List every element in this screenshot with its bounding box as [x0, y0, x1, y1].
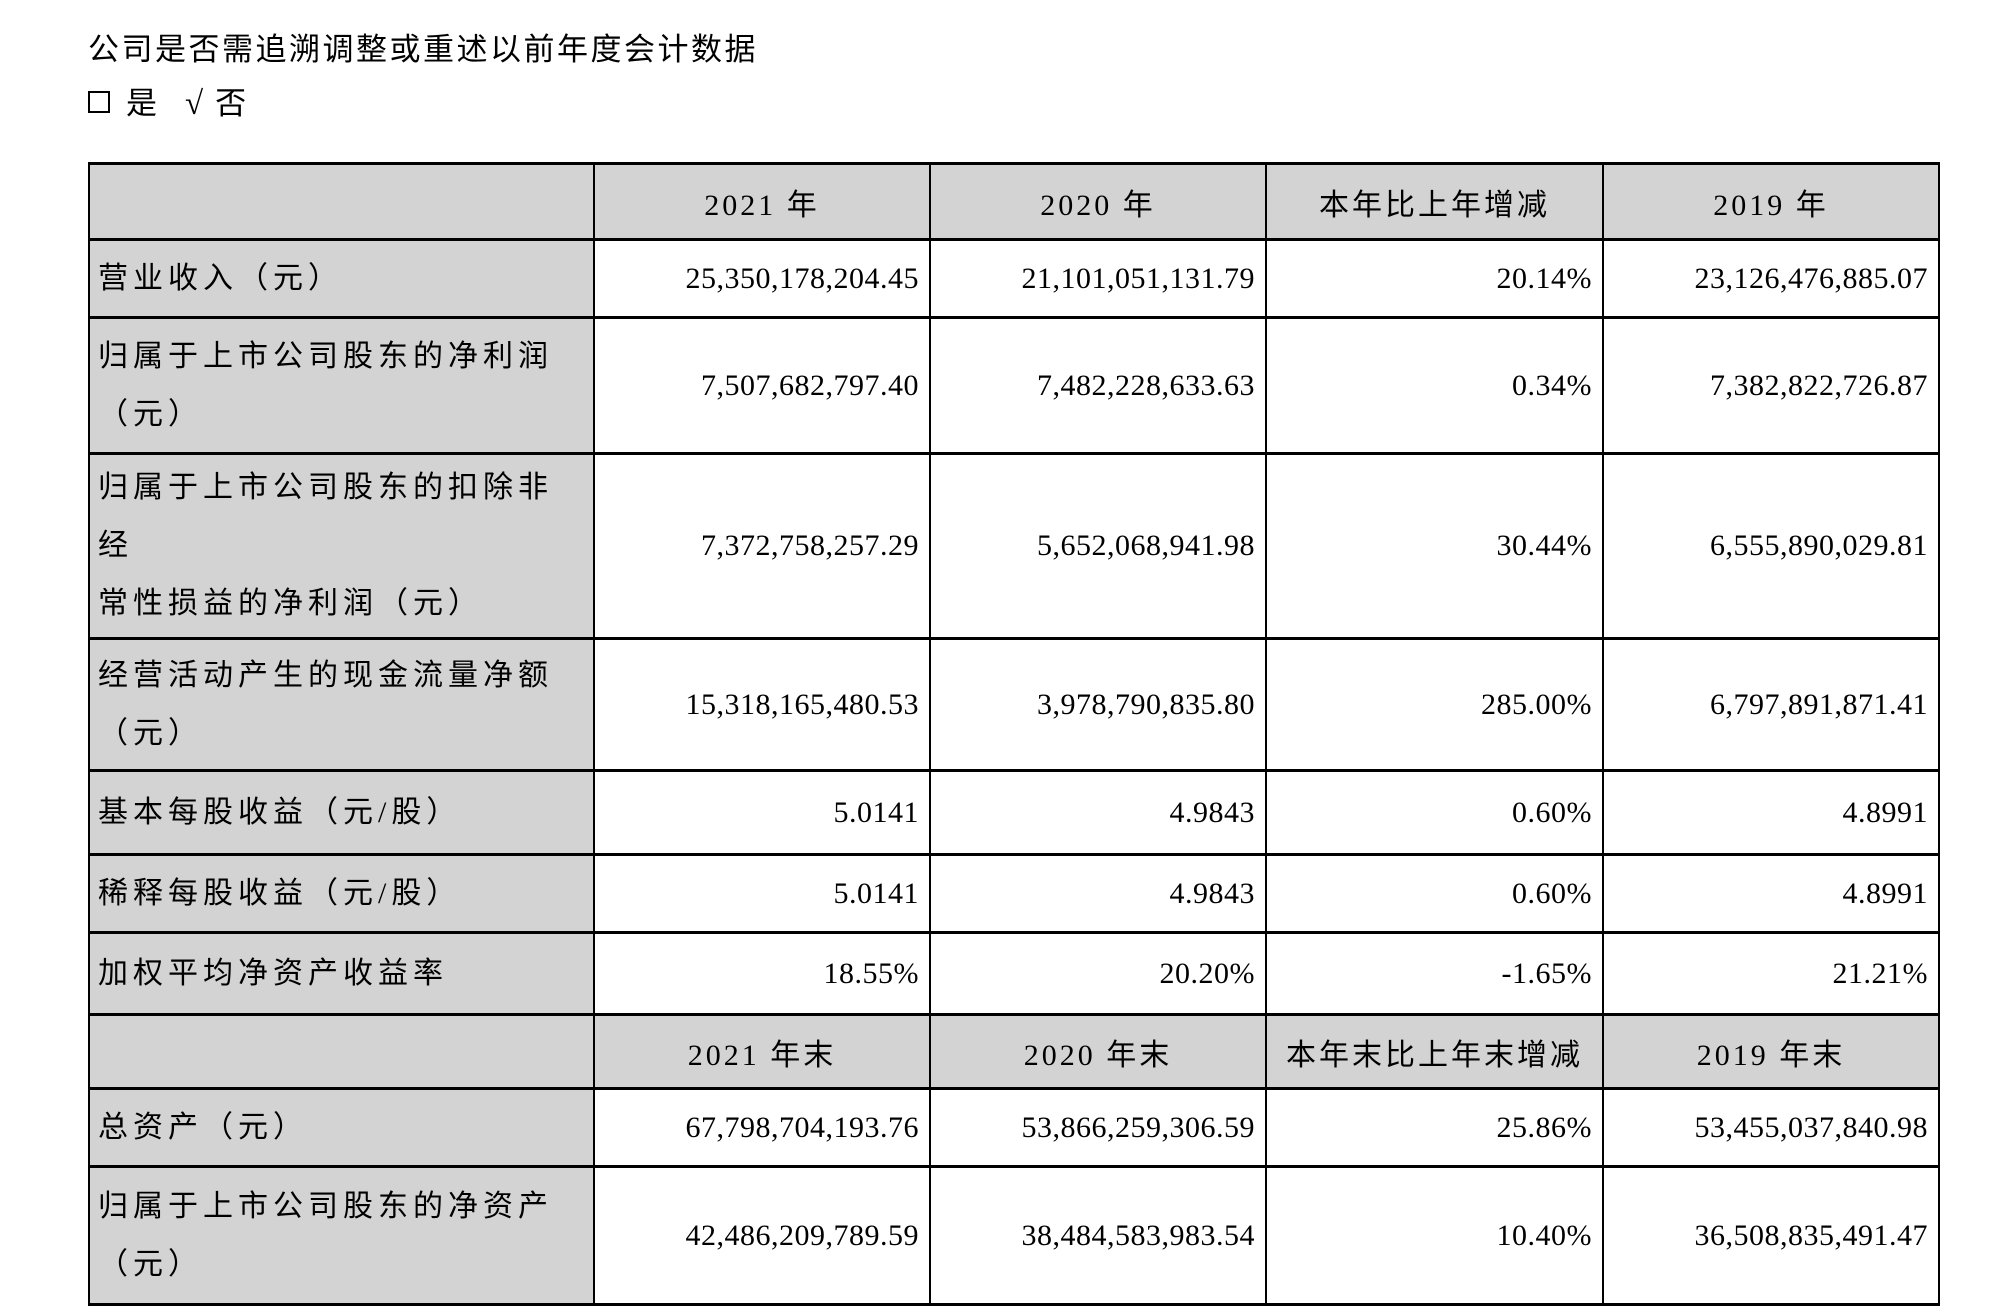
cell-2021: 18.55%: [593, 931, 931, 1016]
cell-2019: 6,797,891,871.41: [1602, 637, 1940, 772]
table-row-diluted-eps: 稀释每股收益（元/股） 5.0141 4.9843 0.60% 4.8991: [88, 853, 1940, 934]
cell-change: 0.60%: [1265, 769, 1604, 856]
cell-2021: 7,372,758,257.29: [593, 452, 931, 640]
cell-2021: 5.0141: [593, 853, 931, 934]
cell-2021: 7,507,682,797.40: [593, 316, 931, 455]
table-row-operating-cash-flow: 经营活动产生的现金流量净额 （元） 15,318,165,480.53 3,97…: [88, 637, 1940, 772]
row-label: 归属于上市公司股东的净利润 （元）: [88, 316, 595, 455]
yes-no-checkline: 是 √ 否: [88, 84, 1996, 124]
row-label: 基本每股收益（元/股）: [88, 769, 595, 856]
table-row-basic-eps: 基本每股收益（元/股） 5.0141 4.9843 0.60% 4.8991: [88, 769, 1940, 856]
cell-2020: 53,866,259,306.59: [929, 1087, 1267, 1168]
annual-header-row: 2021 年 2020 年 本年比上年增减 2019 年: [88, 162, 1940, 241]
table-row-weighted-roe: 加权平均净资产收益率 18.55% 20.20% -1.65% 21.21%: [88, 931, 1940, 1016]
header-yearend-change: 本年末比上年末增减: [1265, 1013, 1604, 1090]
cell-2019: 6,555,890,029.81: [1602, 452, 1940, 640]
table-row-net-assets: 归属于上市公司股东的净资产 （元） 42,486,209,789.59 38,4…: [88, 1165, 1940, 1306]
header-2020-end: 2020 年末: [929, 1013, 1267, 1090]
row-label: 稀释每股收益（元/股）: [88, 853, 595, 934]
cell-2020: 21,101,051,131.79: [929, 238, 1267, 319]
cell-2019: 53,455,037,840.98: [1602, 1087, 1940, 1168]
cell-2021: 5.0141: [593, 769, 931, 856]
header-2019: 2019 年: [1602, 162, 1940, 241]
cell-change: 20.14%: [1265, 238, 1604, 319]
row-label: 加权平均净资产收益率: [88, 931, 595, 1016]
table-row-revenue: 营业收入（元） 25,350,178,204.45 21,101,051,131…: [88, 238, 1940, 319]
cell-2020: 38,484,583,983.54: [929, 1165, 1267, 1306]
restatement-question: 公司是否需追溯调整或重述以前年度会计数据: [88, 32, 758, 67]
checkbox-unchecked-icon: [88, 91, 110, 113]
cell-2021: 67,798,704,193.76: [593, 1087, 931, 1168]
cell-2019: 21.21%: [1602, 931, 1940, 1016]
header-2019-end: 2019 年末: [1602, 1013, 1940, 1090]
cell-2021: 25,350,178,204.45: [593, 238, 931, 319]
cell-change: 0.60%: [1265, 853, 1604, 934]
cell-2020: 3,978,790,835.80: [929, 637, 1267, 772]
cell-2021: 15,318,165,480.53: [593, 637, 931, 772]
header-empty-cell: [88, 1013, 595, 1090]
financial-summary-table: 2021 年 2020 年 本年比上年增减 2019 年 营业收入（元） 25,…: [88, 162, 1940, 1306]
row-label: 归属于上市公司股东的扣除非经 常性损益的净利润（元）: [88, 452, 595, 640]
yes-label: 是: [126, 86, 157, 121]
cell-change: 10.40%: [1265, 1165, 1604, 1306]
cell-change: -1.65%: [1265, 931, 1604, 1016]
cell-change: 30.44%: [1265, 452, 1604, 640]
cell-2020: 20.20%: [929, 931, 1267, 1016]
cell-2020: 5,652,068,941.98: [929, 452, 1267, 640]
no-label: 否: [215, 86, 247, 121]
cell-2019: 4.8991: [1602, 769, 1940, 856]
cell-2021: 42,486,209,789.59: [593, 1165, 931, 1306]
header-2021-end: 2021 年末: [593, 1013, 931, 1090]
row-label: 营业收入（元）: [88, 238, 595, 319]
cell-2020: 4.9843: [929, 853, 1267, 934]
check-mark-icon: √: [185, 86, 204, 122]
header-2021: 2021 年: [593, 162, 931, 241]
cell-2019: 36,508,835,491.47: [1602, 1165, 1940, 1306]
row-label: 归属于上市公司股东的净资产 （元）: [88, 1165, 595, 1306]
cell-change: 285.00%: [1265, 637, 1604, 772]
table-row-net-profit: 归属于上市公司股东的净利润 （元） 7,507,682,797.40 7,482…: [88, 316, 1940, 455]
cell-change: 25.86%: [1265, 1087, 1604, 1168]
header-2020: 2020 年: [929, 162, 1267, 241]
cell-2020: 4.9843: [929, 769, 1267, 856]
table-row-net-profit-excl-nonrecurring: 归属于上市公司股东的扣除非经 常性损益的净利润（元） 7,372,758,257…: [88, 452, 1940, 640]
cell-2019: 4.8991: [1602, 853, 1940, 934]
header-change: 本年比上年增减: [1265, 162, 1604, 241]
yearend-header-row: 2021 年末 2020 年末 本年末比上年末增减 2019 年末: [88, 1013, 1940, 1090]
table-row-total-assets: 总资产（元） 67,798,704,193.76 53,866,259,306.…: [88, 1087, 1940, 1168]
cell-change: 0.34%: [1265, 316, 1604, 455]
cell-2020: 7,482,228,633.63: [929, 316, 1267, 455]
cell-2019: 23,126,476,885.07: [1602, 238, 1940, 319]
row-label: 经营活动产生的现金流量净额 （元）: [88, 637, 595, 772]
cell-2019: 7,382,822,726.87: [1602, 316, 1940, 455]
row-label: 总资产（元）: [88, 1087, 595, 1168]
header-empty-cell: [88, 162, 595, 241]
